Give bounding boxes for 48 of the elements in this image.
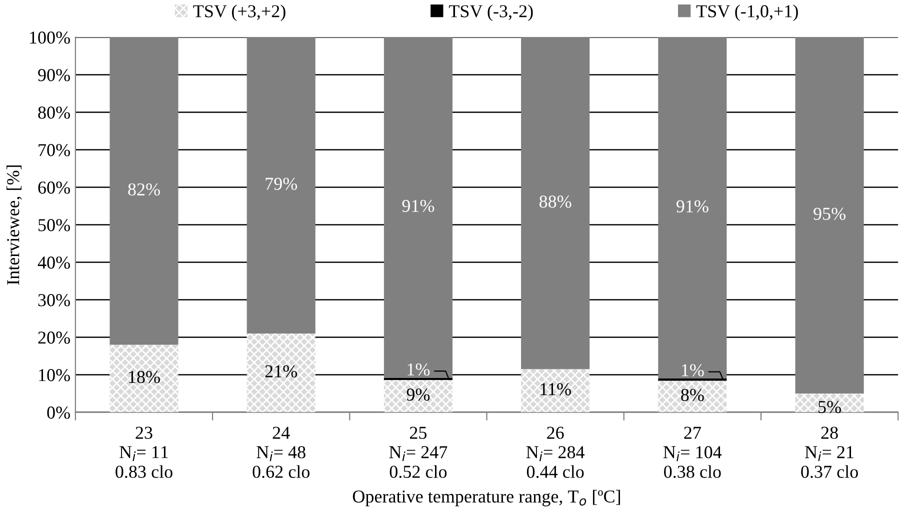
data-label: 82% xyxy=(128,183,160,196)
legend-label: TSV (-1,0,+1) xyxy=(696,4,798,21)
data-label: 9% xyxy=(406,388,430,401)
bar xyxy=(521,37,590,370)
x-tick-label: 28 N$_{i}$= 21 0.37 clo xyxy=(801,426,858,478)
data-label: 8% xyxy=(681,388,704,402)
y-tick-label: 30% xyxy=(38,294,70,306)
y-tick-label: 0% xyxy=(47,406,70,419)
bar xyxy=(246,37,316,334)
data-label: 91% xyxy=(676,200,708,212)
y-tick-label: 40% xyxy=(38,256,70,269)
bar xyxy=(658,37,727,379)
bar xyxy=(795,37,864,394)
y-tick-label: 90% xyxy=(38,69,70,82)
data-label: 1% xyxy=(682,364,704,376)
x-tick-label: 24 N$_{i}$= 48 0.62 clo xyxy=(252,426,310,478)
data-label: 88% xyxy=(539,196,572,208)
legend-label: TSV (-3,-2) xyxy=(448,4,533,21)
y-tick-label: 70% xyxy=(38,144,70,156)
data-label: 21% xyxy=(265,365,298,378)
y-tick-label: 80% xyxy=(38,106,70,119)
data-label: 18% xyxy=(129,370,160,384)
x-axis-title: Operative temperature range, T$_{o}$ [ºC] xyxy=(352,490,620,506)
x-tick-label: 26 N$_{i}$= 284 0.44 clo xyxy=(526,426,585,478)
bar xyxy=(246,334,316,412)
y-tick-label: 20% xyxy=(38,332,70,344)
y-axis-title: Interviewee, [%] xyxy=(6,165,22,285)
bar xyxy=(110,37,178,345)
data-label: 95% xyxy=(814,208,846,220)
y-tick-label: 50% xyxy=(38,219,70,232)
bar xyxy=(521,369,590,412)
bar xyxy=(384,380,452,412)
data-label: 79% xyxy=(266,178,298,190)
y-tick-label: 100% xyxy=(30,31,70,44)
x-tick-label: 27 N$_{i}$= 104 0.38 clo xyxy=(663,426,722,478)
y-tick-label: 60% xyxy=(38,182,70,194)
data-label: 11% xyxy=(540,383,571,396)
data-label: 91% xyxy=(402,200,434,212)
bar xyxy=(384,37,452,378)
bar xyxy=(110,344,178,412)
data-label: 5% xyxy=(818,400,841,414)
y-tick-label: 10% xyxy=(39,369,70,382)
bar xyxy=(658,380,727,412)
data-label: 1% xyxy=(408,363,430,376)
bar xyxy=(795,394,864,412)
x-tick-label: 25 N$_{i}$= 247 0.52 clo xyxy=(389,426,448,478)
legend-label: TSV (+3,+2) xyxy=(193,4,286,21)
x-tick-label: 23 N$_{i}$= 11 0.83 clo xyxy=(116,426,172,478)
